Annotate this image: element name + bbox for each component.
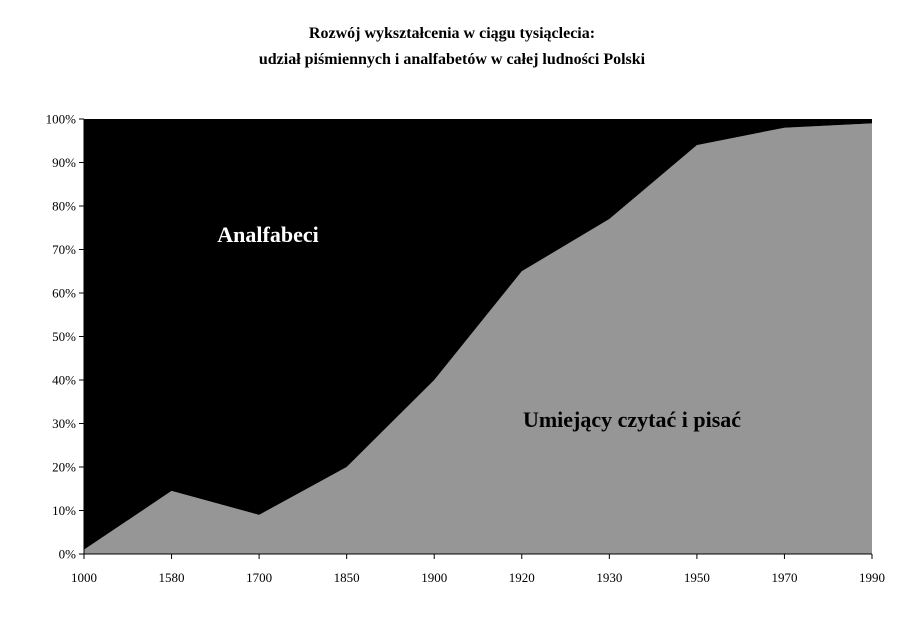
chart-subtitle: udział piśmiennych i analfabetów w całej… [259,51,646,68]
x-tick-label: 1930 [596,570,622,585]
y-tick-label: 10% [52,503,76,518]
series-label-illiterate: Analfabeci [217,222,318,247]
x-tick-label: 1580 [159,570,185,585]
y-tick-label: 60% [52,286,76,301]
x-tick-label: 1920 [509,570,535,585]
series-area-0 [84,123,872,554]
x-tick-label: 1990 [859,570,885,585]
x-tick-label: 1700 [246,570,272,585]
x-tick-label: 1000 [71,570,97,585]
y-tick-label: 90% [52,155,76,170]
y-tick-label: 80% [52,199,76,214]
series-label-literate: Umiejący czytać i pisać [523,407,741,432]
x-tick-label: 1950 [684,570,710,585]
y-tick-label: 20% [52,460,76,475]
x-tick-label: 1900 [421,570,447,585]
y-tick-label: 100% [46,112,77,127]
plot-area: 0% 10% 20% 30% 40% 50% 60% 70% 80% 90% 100% 1000 158… [46,112,885,586]
y-tick-label: 30% [52,416,76,431]
y-tick-label: 50% [52,329,76,344]
x-tick-label: 1850 [334,570,360,585]
y-tick-label: 70% [52,242,76,257]
y-tick-label: 0% [59,547,77,562]
y-tick-label: 40% [52,373,76,388]
x-tick-label: 1970 [771,570,797,585]
series-area-1 [84,119,872,550]
chart-title: Rozwój wykształcenia w ciągu tysiąclecia… [309,25,595,42]
